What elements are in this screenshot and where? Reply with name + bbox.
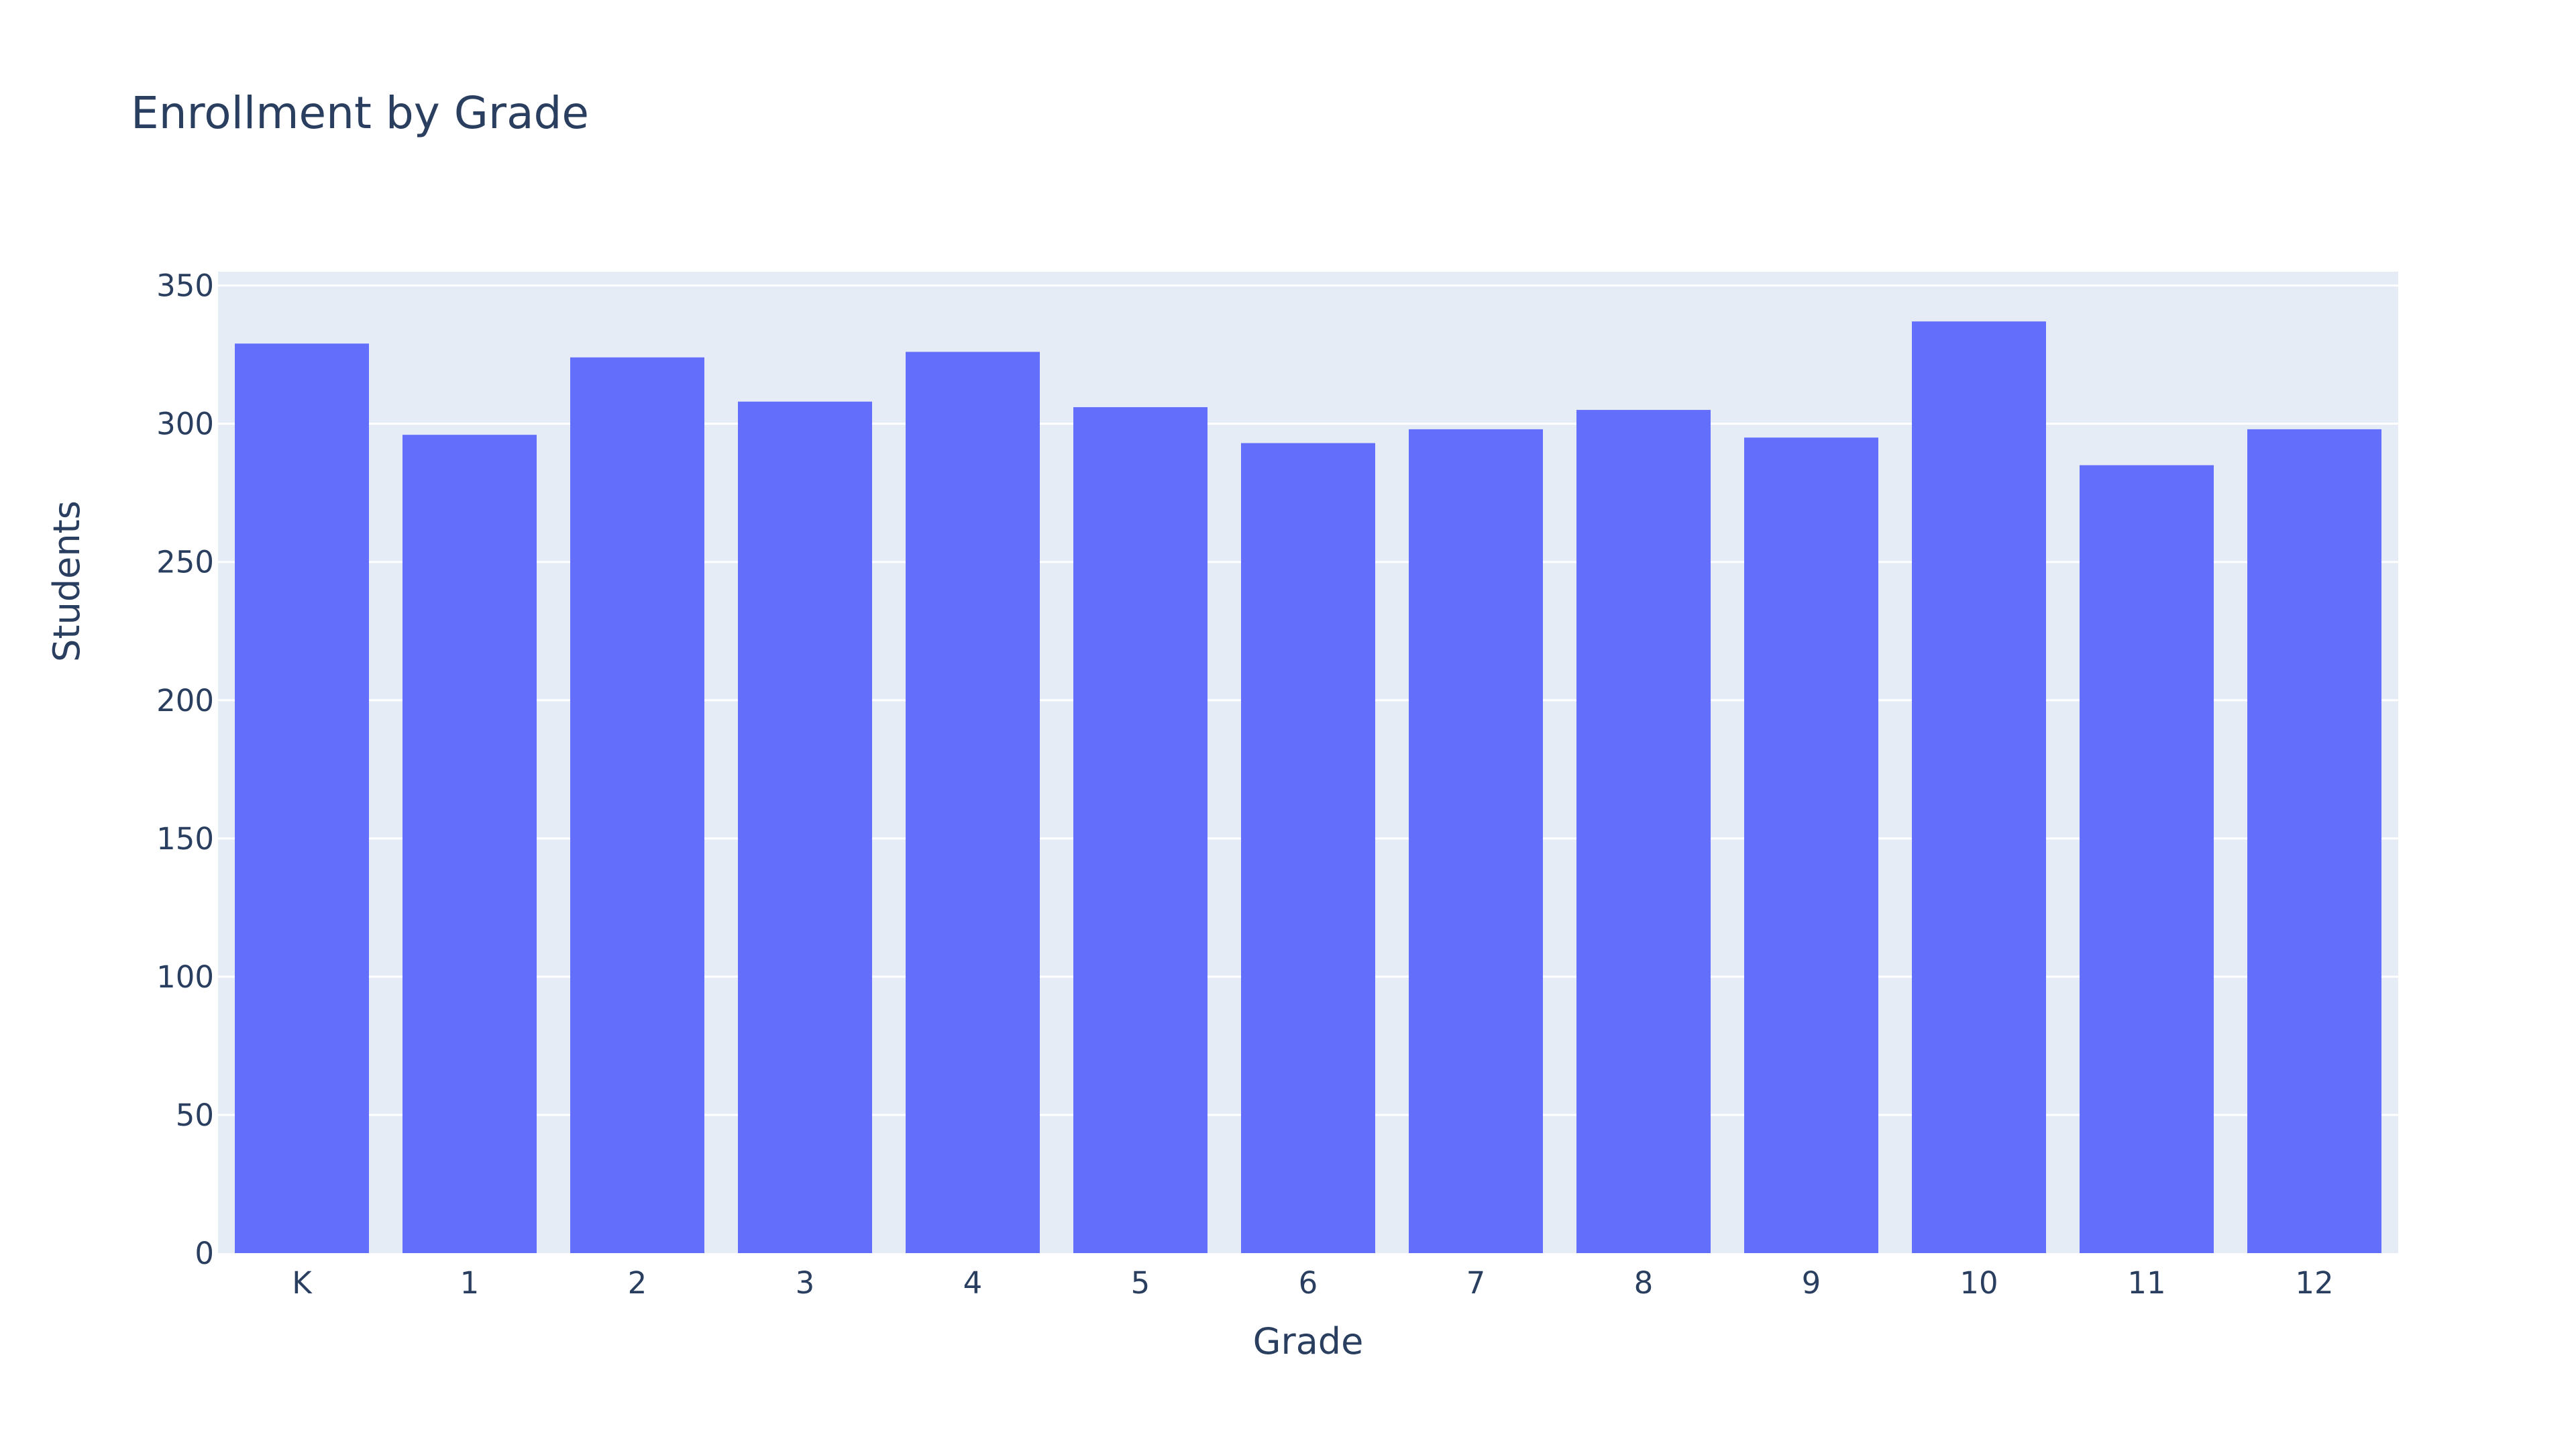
bar-grade-12 (2247, 429, 2381, 1253)
y-axis-ticks: 0 50 100 150 200 250 300 350 (156, 268, 214, 1271)
x-tick-label: 9 (1802, 1265, 1821, 1301)
x-tick-label: 10 (1960, 1265, 1998, 1301)
y-tick-label: 200 (156, 683, 214, 718)
x-tick-label: 1 (460, 1265, 480, 1301)
bar-grade-6 (1241, 443, 1375, 1253)
y-tick-label: 300 (156, 407, 214, 442)
y-tick-label: 100 (156, 959, 214, 995)
x-tick-label: 6 (1299, 1265, 1318, 1301)
x-tick-label: 5 (1131, 1265, 1150, 1301)
x-tick-label: 3 (796, 1265, 815, 1301)
y-tick-label: 50 (176, 1097, 214, 1133)
x-tick-label: 7 (1466, 1265, 1486, 1301)
bar-grade-1 (402, 435, 537, 1253)
bar-grade-2 (570, 357, 704, 1254)
bar-grade-10 (1912, 321, 2046, 1253)
bar-grade-3 (738, 401, 872, 1254)
y-tick-label: 350 (156, 268, 214, 304)
y-tick-label: 0 (195, 1236, 214, 1271)
bar-grade-5 (1073, 407, 1208, 1253)
x-tick-label: 11 (2127, 1265, 2165, 1301)
x-axis-title: Grade (1253, 1320, 1364, 1362)
chart-title: Enrollment by Grade (131, 87, 590, 139)
x-tick-label: 8 (1634, 1265, 1654, 1301)
bar-grade-7 (1409, 429, 1543, 1253)
y-tick-label: 150 (156, 821, 214, 857)
y-axis-title: Students (46, 500, 88, 662)
x-axis-ticks: K 1 2 3 4 5 6 7 8 9 10 11 12 (292, 1265, 2333, 1301)
x-tick-label: 4 (963, 1265, 983, 1301)
bars (235, 321, 2381, 1254)
bar-grade-K (235, 343, 369, 1253)
x-tick-label: 2 (628, 1265, 647, 1301)
bar-grade-11 (2080, 465, 2214, 1253)
x-tick-label: K (292, 1265, 313, 1301)
y-tick-label: 250 (156, 545, 214, 580)
bar-grade-9 (1744, 437, 1878, 1253)
bar-grade-4 (906, 352, 1040, 1253)
bar-grade-8 (1576, 410, 1711, 1253)
x-tick-label: 12 (2295, 1265, 2333, 1301)
